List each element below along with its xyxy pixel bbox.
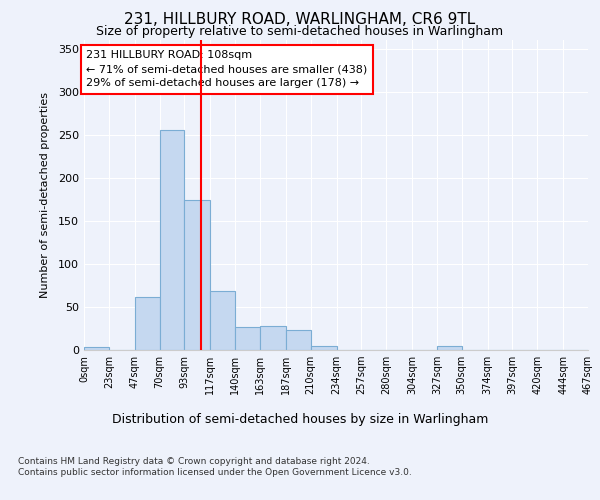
Bar: [84, 346, 109, 350]
Bar: [437, 346, 462, 350]
Text: Distribution of semi-detached houses by size in Warlingham: Distribution of semi-detached houses by …: [112, 412, 488, 426]
Bar: [184, 200, 210, 350]
Bar: [235, 327, 260, 350]
Text: Size of property relative to semi-detached houses in Warlingham: Size of property relative to semi-detach…: [97, 25, 503, 38]
Bar: [260, 326, 286, 350]
Text: 231 HILLBURY ROAD: 108sqm
← 71% of semi-detached houses are smaller (438)
29% of: 231 HILLBURY ROAD: 108sqm ← 71% of semi-…: [86, 50, 367, 88]
Y-axis label: Number of semi-detached properties: Number of semi-detached properties: [40, 92, 50, 298]
Text: Contains HM Land Registry data © Crown copyright and database right 2024.
Contai: Contains HM Land Registry data © Crown c…: [18, 458, 412, 477]
Bar: [311, 346, 337, 350]
Bar: [135, 298, 160, 350]
Bar: [286, 330, 311, 350]
Bar: [210, 292, 235, 350]
Text: 231, HILLBURY ROAD, WARLINGHAM, CR6 9TL: 231, HILLBURY ROAD, WARLINGHAM, CR6 9TL: [124, 12, 476, 28]
Bar: [160, 130, 184, 350]
